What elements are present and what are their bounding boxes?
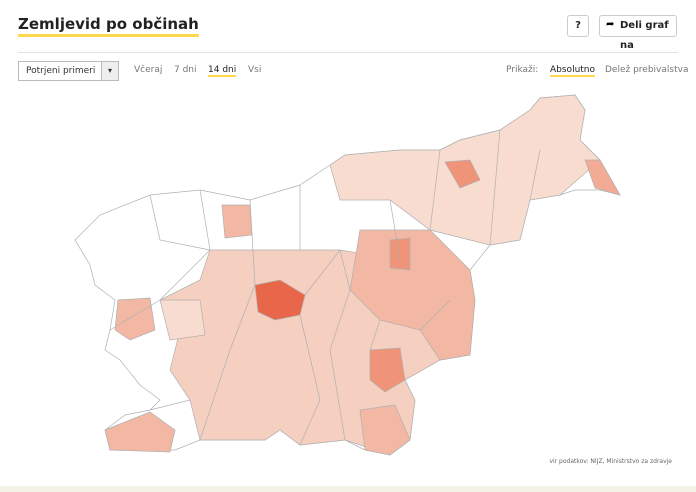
- period-tab[interactable]: Včeraj: [134, 65, 163, 75]
- municipality: [221, 204, 253, 239]
- select-arrow: ▾: [101, 62, 118, 80]
- select-label: Potrjeni primeri: [26, 66, 96, 76]
- municipality: [104, 411, 176, 453]
- help-button[interactable]: ?: [567, 15, 589, 37]
- divider: [18, 52, 678, 53]
- title: Zemljevid po občinah: [18, 14, 199, 37]
- municipality: [114, 297, 156, 341]
- period-tab[interactable]: 14 dni: [208, 65, 237, 77]
- period-tab[interactable]: 7 dni: [174, 65, 197, 75]
- period-tab[interactable]: Vsi: [248, 65, 262, 75]
- municipality: [444, 159, 481, 189]
- municipality: [584, 159, 621, 196]
- case-select[interactable]: Potrjeni primeri ▾: [18, 61, 119, 81]
- municipality: [159, 299, 206, 341]
- municipality-border: [109, 129, 541, 446]
- mode-tab[interactable]: Absolutno: [550, 65, 596, 77]
- source-note: vir podatkov: NIJZ, Ministrstvo za zdrav…: [549, 458, 672, 465]
- mode-tab[interactable]: Delež prebivalstva: [605, 65, 689, 75]
- share-label: Deli graf na: [620, 20, 669, 51]
- municipality: [359, 404, 411, 456]
- share-icon: ➦: [606, 19, 615, 30]
- share-button[interactable]: Deli graf na: [599, 15, 677, 51]
- municipality: [349, 229, 476, 361]
- municipality: [389, 237, 411, 271]
- municipality: [369, 347, 406, 393]
- footer-strip: [0, 486, 696, 492]
- show-label: Prikaži:: [506, 65, 539, 75]
